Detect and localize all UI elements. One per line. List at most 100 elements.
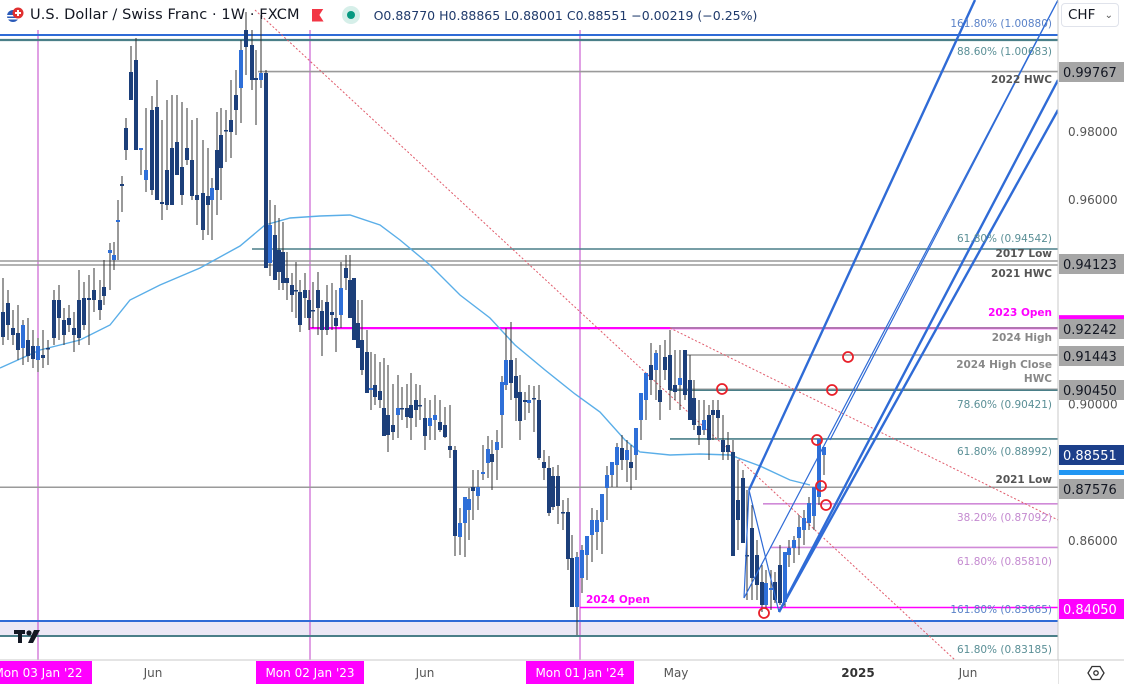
candle-body[interactable] — [180, 167, 184, 195]
candle-body[interactable] — [551, 476, 555, 507]
candle-body[interactable] — [448, 446, 452, 450]
currency-selector[interactable]: CHF ⌄ — [1061, 3, 1119, 27]
candle-body[interactable] — [250, 45, 254, 80]
symbol-title[interactable]: U.S. Dollar / Swiss Franc · 1W · FXCM — [30, 7, 300, 23]
candle-body[interactable] — [185, 148, 189, 160]
candle-body[interactable] — [206, 196, 210, 205]
candle-body[interactable] — [783, 552, 787, 602]
candle-body[interactable] — [352, 278, 356, 340]
candle-body[interactable] — [273, 235, 277, 280]
touch-marker-circle[interactable] — [826, 384, 838, 396]
candle-body[interactable] — [62, 320, 66, 335]
candle-body[interactable] — [334, 318, 338, 326]
candle-body[interactable] — [787, 548, 791, 555]
candle-body[interactable] — [31, 346, 35, 359]
red-flag-icon[interactable] — [311, 8, 324, 22]
candle-body[interactable] — [542, 462, 546, 468]
touch-marker-circle[interactable] — [842, 351, 854, 363]
candle-body[interactable] — [87, 298, 91, 300]
candle-body[interactable] — [386, 415, 390, 435]
candle-body[interactable] — [673, 385, 677, 392]
candle-body[interactable] — [277, 250, 281, 272]
candle-body[interactable] — [239, 50, 243, 88]
candle-body[interactable] — [532, 398, 536, 400]
candle-body[interactable] — [254, 78, 258, 80]
candle-body[interactable] — [11, 328, 15, 335]
candle-body[interactable] — [433, 415, 437, 420]
candle-body[interactable] — [773, 582, 777, 600]
candle-body[interactable] — [481, 472, 485, 474]
candle-body[interactable] — [348, 280, 352, 318]
candle-body[interactable] — [112, 255, 116, 260]
candle-body[interactable] — [57, 300, 61, 318]
candle-body[interactable] — [570, 558, 574, 607]
candle-body[interactable] — [120, 184, 124, 186]
candle-body[interactable] — [409, 405, 413, 418]
candle-body[interactable] — [36, 346, 40, 360]
candle-body[interactable] — [566, 512, 570, 559]
candle-body[interactable] — [654, 353, 658, 370]
candle-body[interactable] — [16, 333, 20, 350]
candle-body[interactable] — [418, 405, 422, 407]
candle-body[interactable] — [580, 550, 584, 578]
candle-body[interactable] — [495, 442, 499, 450]
candle-body[interactable] — [644, 373, 648, 400]
candle-body[interactable] — [303, 290, 307, 298]
plot-area[interactable] — [0, 0, 1060, 661]
candle-body[interactable] — [697, 426, 701, 435]
candle-body[interactable] — [797, 527, 801, 538]
candle-body[interactable] — [268, 225, 272, 263]
candle-body[interactable] — [244, 30, 248, 47]
candle-body[interactable] — [639, 393, 643, 420]
candle-body[interactable] — [190, 160, 194, 196]
candlesticks[interactable] — [1, 12, 826, 635]
candle-body[interactable] — [134, 60, 138, 150]
candle-body[interactable] — [625, 450, 629, 460]
candle-body[interactable] — [629, 462, 633, 468]
candle-body[interactable] — [165, 170, 169, 205]
moving-average-line[interactable] — [0, 214, 811, 486]
candle-body[interactable] — [102, 287, 106, 296]
candle-body[interactable] — [294, 290, 298, 292]
candle-body[interactable] — [391, 425, 395, 432]
candle-body[interactable] — [615, 447, 619, 465]
candle-body[interactable] — [215, 150, 219, 190]
touch-marker-circle[interactable] — [758, 607, 770, 619]
candle-body[interactable] — [523, 400, 527, 402]
candle-body[interactable] — [264, 73, 268, 268]
price-axis[interactable]: 0.98000 0.96000 0.90000 0.86000 0.99767 0.941… — [1057, 0, 1124, 684]
candle-body[interactable] — [92, 290, 96, 300]
candle-body[interactable] — [195, 195, 199, 200]
candle-body[interactable] — [382, 408, 386, 436]
candle-body[interactable] — [311, 310, 315, 312]
candle-body[interactable] — [731, 452, 735, 556]
candle-body[interactable] — [585, 536, 589, 555]
candle-body[interactable] — [721, 440, 725, 452]
candle-body[interactable] — [663, 357, 667, 370]
trendline-upper[interactable] — [254, 9, 956, 661]
candle-body[interactable] — [658, 390, 662, 402]
touch-marker-circle[interactable] — [811, 434, 823, 446]
candle-body[interactable] — [458, 523, 462, 537]
candle-body[interactable] — [281, 252, 285, 283]
candle-body[interactable] — [124, 128, 128, 150]
candle-body[interactable] — [453, 450, 457, 536]
candle-body[interactable] — [77, 300, 81, 338]
candle-body[interactable] — [414, 400, 418, 410]
candle-body[interactable] — [428, 418, 432, 426]
candle-body[interactable] — [298, 292, 302, 325]
candle-body[interactable] — [396, 408, 400, 415]
candle-body[interactable] — [688, 380, 692, 420]
candle-body[interactable] — [760, 582, 764, 605]
candle-body[interactable] — [6, 303, 10, 325]
candle-body[interactable] — [98, 300, 102, 310]
pitchfork[interactable] — [743, 0, 1060, 613]
candle-body[interactable] — [373, 385, 377, 397]
candle-body[interactable] — [41, 355, 45, 358]
candle-body[interactable] — [285, 278, 289, 283]
candle-body[interactable] — [471, 487, 475, 491]
candle-body[interactable] — [716, 410, 720, 418]
candle-body[interactable] — [745, 555, 749, 557]
tradingview-logo-icon[interactable] — [12, 628, 44, 644]
candle-body[interactable] — [129, 72, 133, 100]
